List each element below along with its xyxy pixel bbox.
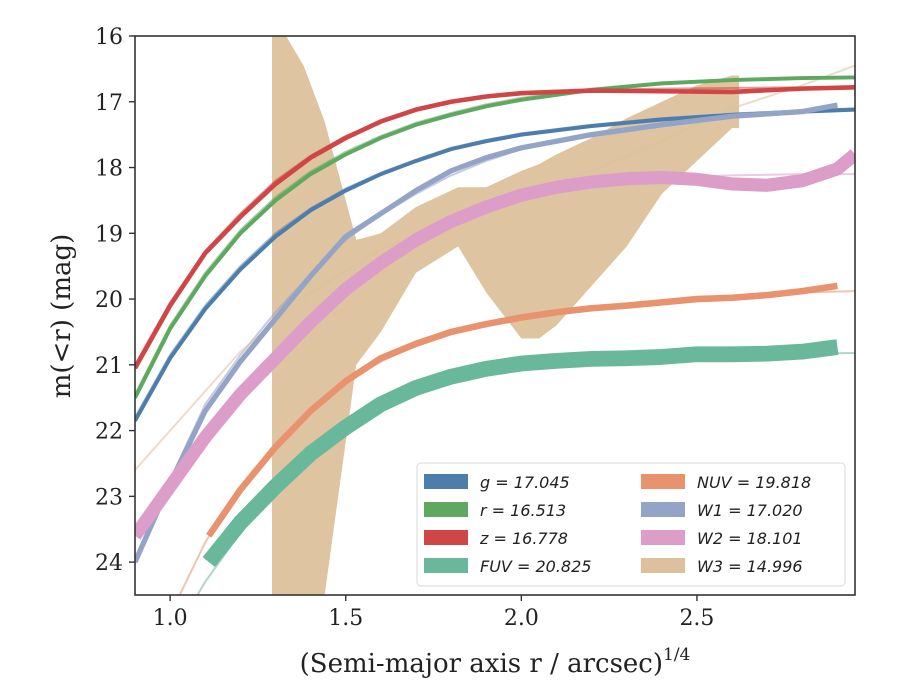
legend-swatch-w3 bbox=[641, 558, 685, 573]
y-tick-label: 22 bbox=[95, 420, 123, 445]
profile-z bbox=[135, 84, 855, 370]
x-axis-label-main: (Semi-major axis r / arcsec) bbox=[300, 649, 663, 679]
legend-swatch-g bbox=[424, 474, 468, 489]
legend-swatch-z bbox=[424, 530, 468, 545]
x-axis-label: (Semi-major axis r / arcsec)1/4 bbox=[300, 645, 691, 679]
y-axis-label: m(<r) (mag) bbox=[47, 234, 77, 399]
profile-fuv bbox=[202, 339, 839, 568]
y-tick-label: 19 bbox=[95, 222, 123, 247]
profile-w2 bbox=[135, 149, 855, 540]
legend-swatch-fuv bbox=[424, 558, 468, 573]
x-tick-label: 1.0 bbox=[153, 606, 188, 631]
x-tick-label: 1.5 bbox=[328, 606, 363, 631]
legend: g = 17.045 r = 16.513 z = 16.778 FUV = 20.8… bbox=[416, 462, 846, 587]
legend-label-z: z = 16.778 bbox=[479, 529, 568, 548]
y-tick-label: 16 bbox=[95, 25, 123, 50]
profile-r bbox=[135, 75, 855, 399]
legend-swatch-nuv bbox=[641, 474, 685, 489]
legend-swatch-w1 bbox=[641, 502, 685, 517]
y-tick-label: 23 bbox=[95, 485, 123, 510]
legend-label-fuv: FUV = 20.825 bbox=[480, 557, 591, 576]
plot-layer bbox=[135, 36, 855, 595]
y-tick-label: 20 bbox=[95, 288, 123, 313]
profile-g bbox=[135, 107, 855, 422]
profile-nuv bbox=[206, 282, 838, 538]
legend-swatch-w2 bbox=[641, 530, 685, 545]
x-tick-label: 2.5 bbox=[679, 606, 714, 631]
x-axis-label-sup: 1/4 bbox=[663, 645, 690, 665]
x-tick-label: 2.0 bbox=[504, 606, 539, 631]
legend-label-w1: W1 = 17.020 bbox=[697, 501, 803, 520]
legend-label-nuv: NUV = 19.818 bbox=[697, 473, 811, 492]
y-tick-label: 18 bbox=[95, 157, 123, 182]
legend-swatch-r bbox=[424, 502, 468, 517]
tick-layer: 1.0 1.5 2.0 2.5 16 17 18 19 20 21 22 23 24 bbox=[95, 25, 714, 631]
legend-label-g: g = 17.045 bbox=[480, 473, 570, 492]
plot-frame bbox=[134, 35, 856, 596]
profile-w1 bbox=[135, 102, 838, 564]
legend-label-w2: W2 = 18.101 bbox=[697, 529, 803, 548]
y-tick-label: 17 bbox=[95, 91, 123, 116]
legend-box bbox=[416, 462, 846, 587]
legend-label-w3: W3 = 14.996 bbox=[697, 557, 803, 576]
y-tick-label: 21 bbox=[95, 354, 123, 379]
legend-label-r: r = 16.513 bbox=[480, 501, 566, 520]
y-tick-label: 24 bbox=[95, 551, 123, 576]
